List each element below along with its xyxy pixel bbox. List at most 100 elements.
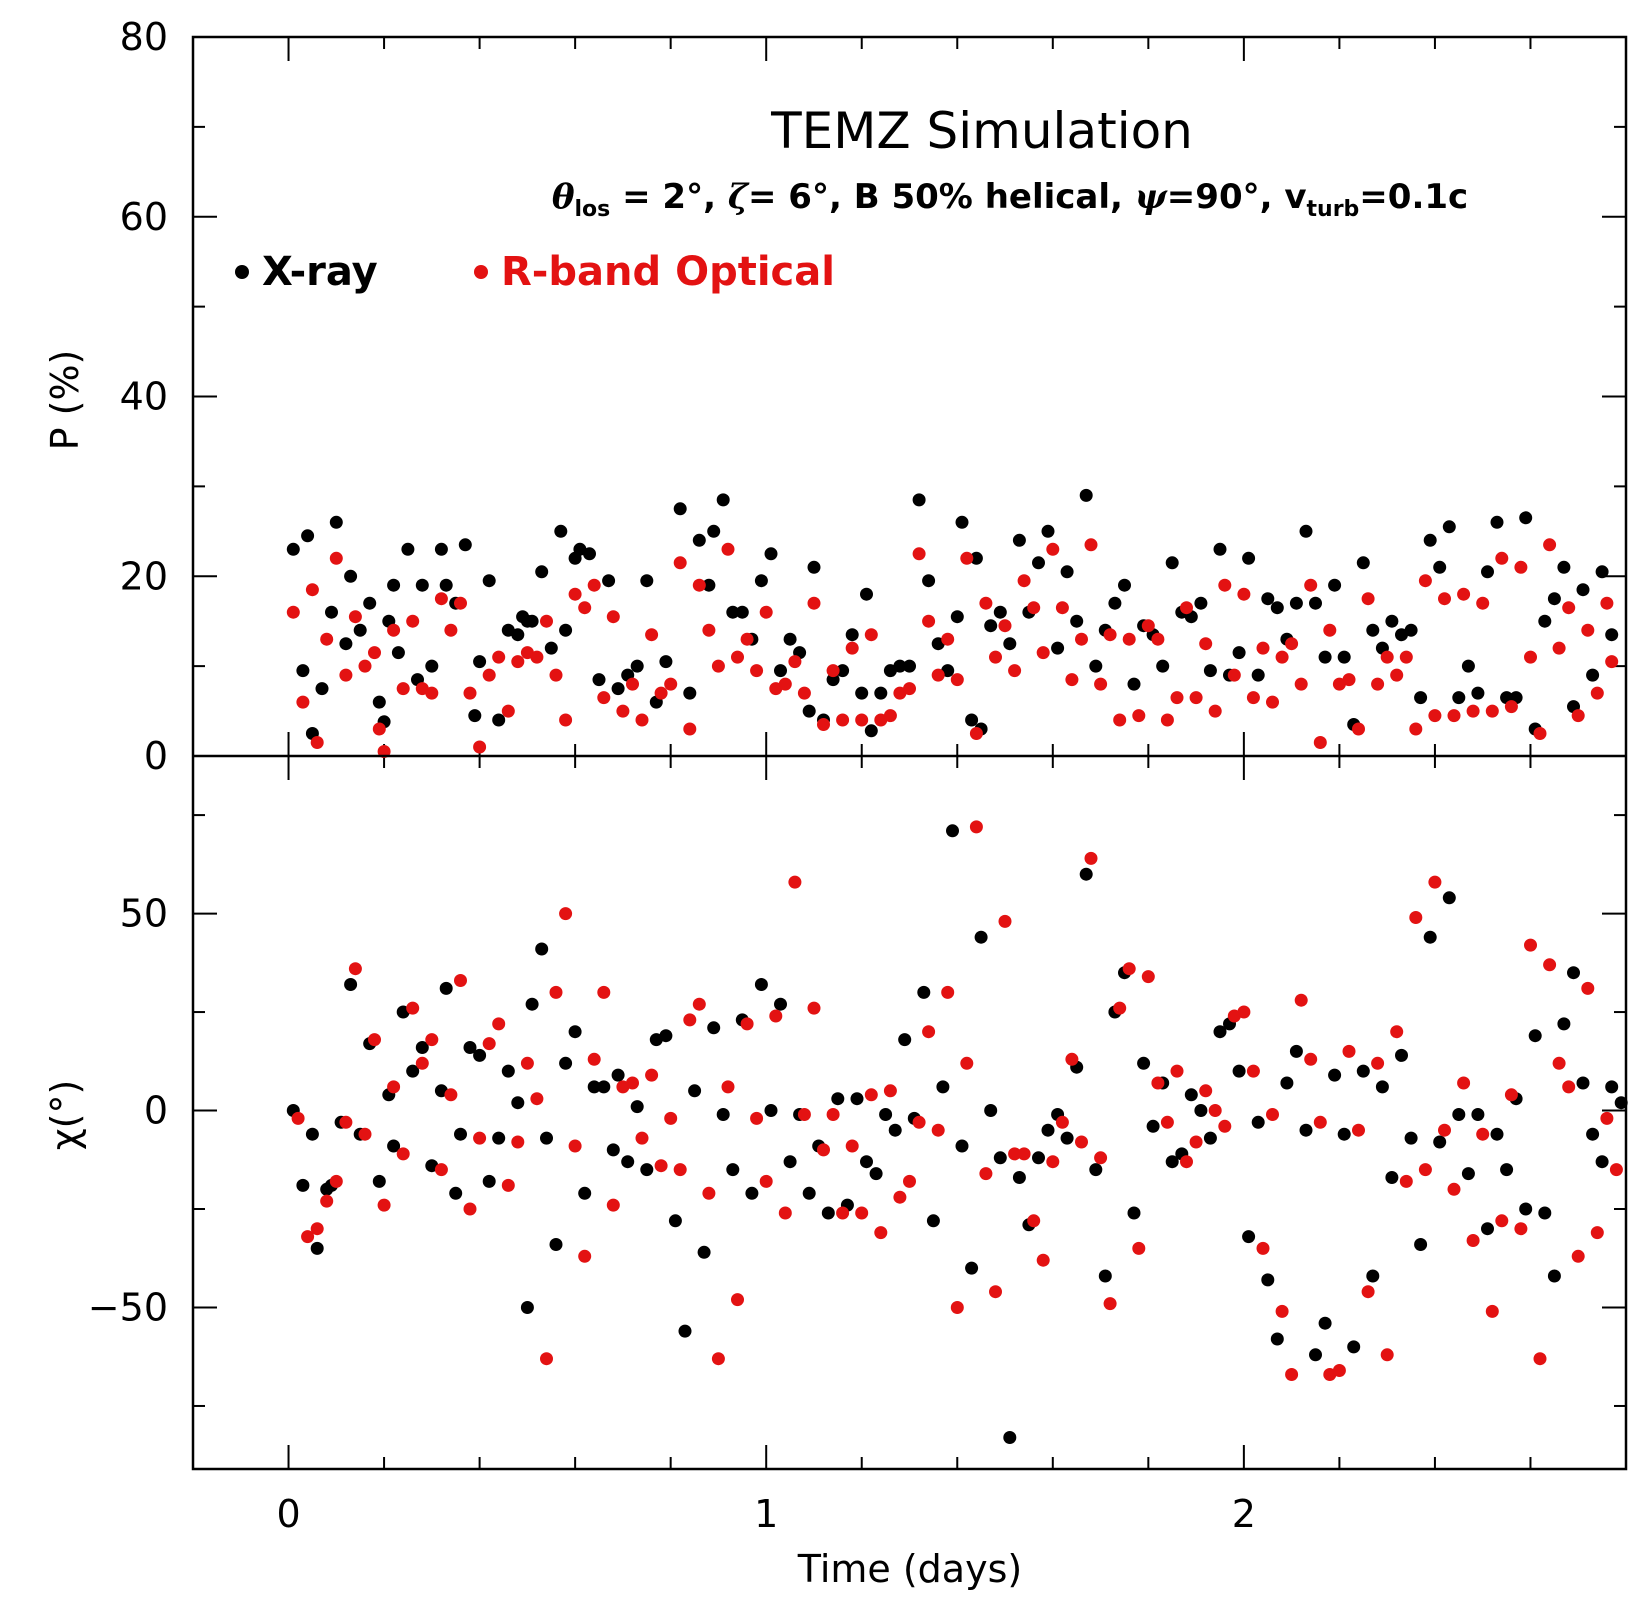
- data-point-xray: [583, 547, 596, 561]
- data-point-optical: [501, 704, 515, 718]
- data-point-xray: [1309, 596, 1322, 610]
- data-point-xray: [716, 493, 730, 507]
- data-point-xray: [1328, 578, 1342, 592]
- data-point-xray: [1595, 565, 1609, 579]
- data-point-xray: [1261, 1273, 1275, 1287]
- data-point-optical: [1428, 875, 1442, 889]
- data-point-optical: [1256, 641, 1270, 655]
- data-point-xray: [640, 574, 654, 588]
- data-point-optical: [1046, 542, 1060, 556]
- data-point-xray: [1032, 1151, 1045, 1165]
- data-point-optical: [1438, 592, 1451, 606]
- data-point-optical: [893, 1190, 907, 1204]
- data-point-xray: [1261, 592, 1275, 606]
- data-point-xray: [1289, 596, 1303, 610]
- data-point-optical: [969, 727, 983, 740]
- data-point-optical: [1008, 664, 1022, 678]
- data-point-optical: [1476, 596, 1490, 610]
- data-point-xray: [1433, 1135, 1447, 1149]
- frame-layer: [191, 35, 1628, 1471]
- data-point-xray: [1003, 1431, 1017, 1444]
- data-point-optical: [578, 1249, 592, 1263]
- data-point-xray: [568, 1025, 582, 1039]
- data-point-xray: [1251, 668, 1265, 682]
- data-point-xray: [1328, 1068, 1342, 1082]
- data-point-optical: [1180, 1155, 1193, 1169]
- data-point-optical: [310, 736, 324, 749]
- data-point-xray: [1547, 592, 1561, 606]
- data-point-xray: [463, 1041, 477, 1054]
- data-point-xray: [754, 978, 768, 991]
- data-point-xray: [1118, 578, 1131, 592]
- data-point-optical: [1113, 713, 1127, 727]
- y-tick-label: 60: [120, 195, 168, 239]
- data-point-xray: [936, 1080, 950, 1094]
- data-point-optical: [1017, 574, 1031, 588]
- data-point-xray: [783, 632, 797, 646]
- data-point-optical: [1103, 628, 1117, 642]
- data-point-xray: [344, 978, 358, 991]
- data-point-xray: [611, 682, 625, 696]
- data-point-xray: [974, 930, 988, 944]
- data-point-xray: [387, 578, 401, 592]
- data-point-optical: [1533, 727, 1547, 740]
- data-point-xray: [821, 1206, 835, 1220]
- data-point-optical: [1418, 574, 1432, 588]
- data-point-optical: [511, 655, 525, 669]
- data-point-optical: [1141, 970, 1155, 984]
- data-point-xray: [535, 565, 549, 579]
- data-point-xray: [578, 1186, 592, 1200]
- data-point-xray: [850, 1092, 864, 1106]
- data-point-optical: [329, 1174, 343, 1188]
- data-point-optical: [864, 1088, 878, 1102]
- data-point-optical: [1266, 1108, 1279, 1121]
- data-point-xray: [1203, 664, 1217, 678]
- data-point-xray: [1032, 556, 1045, 570]
- data-point-optical: [296, 695, 310, 709]
- data-point-xray: [1481, 1222, 1494, 1236]
- data-point-optical: [291, 1111, 305, 1125]
- data-point-xray: [1614, 1096, 1628, 1110]
- data-point-xray: [501, 1064, 515, 1078]
- data-point-optical: [286, 605, 300, 619]
- data-point-xray: [1461, 1167, 1475, 1181]
- data-point-xray: [764, 547, 778, 561]
- data-point-xray: [1012, 533, 1026, 547]
- data-point-optical: [1371, 1056, 1385, 1070]
- data-point-xray: [1242, 551, 1256, 565]
- data-point-optical: [559, 907, 573, 921]
- data-point-xray: [415, 578, 429, 592]
- data-point-optical: [549, 668, 563, 682]
- data-point-xray: [869, 1167, 883, 1181]
- data-point-optical: [1065, 1052, 1079, 1066]
- data-point-optical: [702, 623, 716, 637]
- data-point-optical: [664, 1111, 678, 1125]
- data-point-optical: [673, 556, 687, 570]
- data-point-optical: [1218, 578, 1232, 592]
- data-point-optical: [922, 1025, 936, 1039]
- data-point-xray: [1500, 1163, 1514, 1177]
- data-point-xray: [1605, 628, 1619, 642]
- data-point-xray: [286, 542, 300, 556]
- data-point-xray: [1003, 637, 1017, 651]
- data-point-optical: [1313, 1115, 1327, 1129]
- data-point-xray: [1481, 565, 1494, 579]
- data-point-optical: [377, 1198, 391, 1212]
- data-point-optical: [1590, 686, 1604, 700]
- data-point-optical: [1294, 677, 1308, 691]
- legend-marker-optical: [474, 265, 488, 279]
- data-point-xray: [903, 659, 916, 673]
- data-point-optical: [826, 1108, 840, 1121]
- subtitle-zeta: ζ: [728, 177, 750, 217]
- legend: X-ray R-band Optical: [235, 249, 835, 295]
- data-point-xray: [1194, 1104, 1208, 1117]
- data-point-optical: [1571, 1249, 1585, 1263]
- data-point-optical: [578, 601, 592, 615]
- data-point-optical: [845, 1139, 859, 1153]
- data-point-optical: [941, 632, 955, 646]
- data-point-optical: [1409, 722, 1423, 736]
- data-point-xray: [688, 1084, 702, 1098]
- data-point-xray: [401, 542, 415, 556]
- data-point-xray: [1538, 614, 1552, 628]
- data-point-xray: [434, 542, 448, 556]
